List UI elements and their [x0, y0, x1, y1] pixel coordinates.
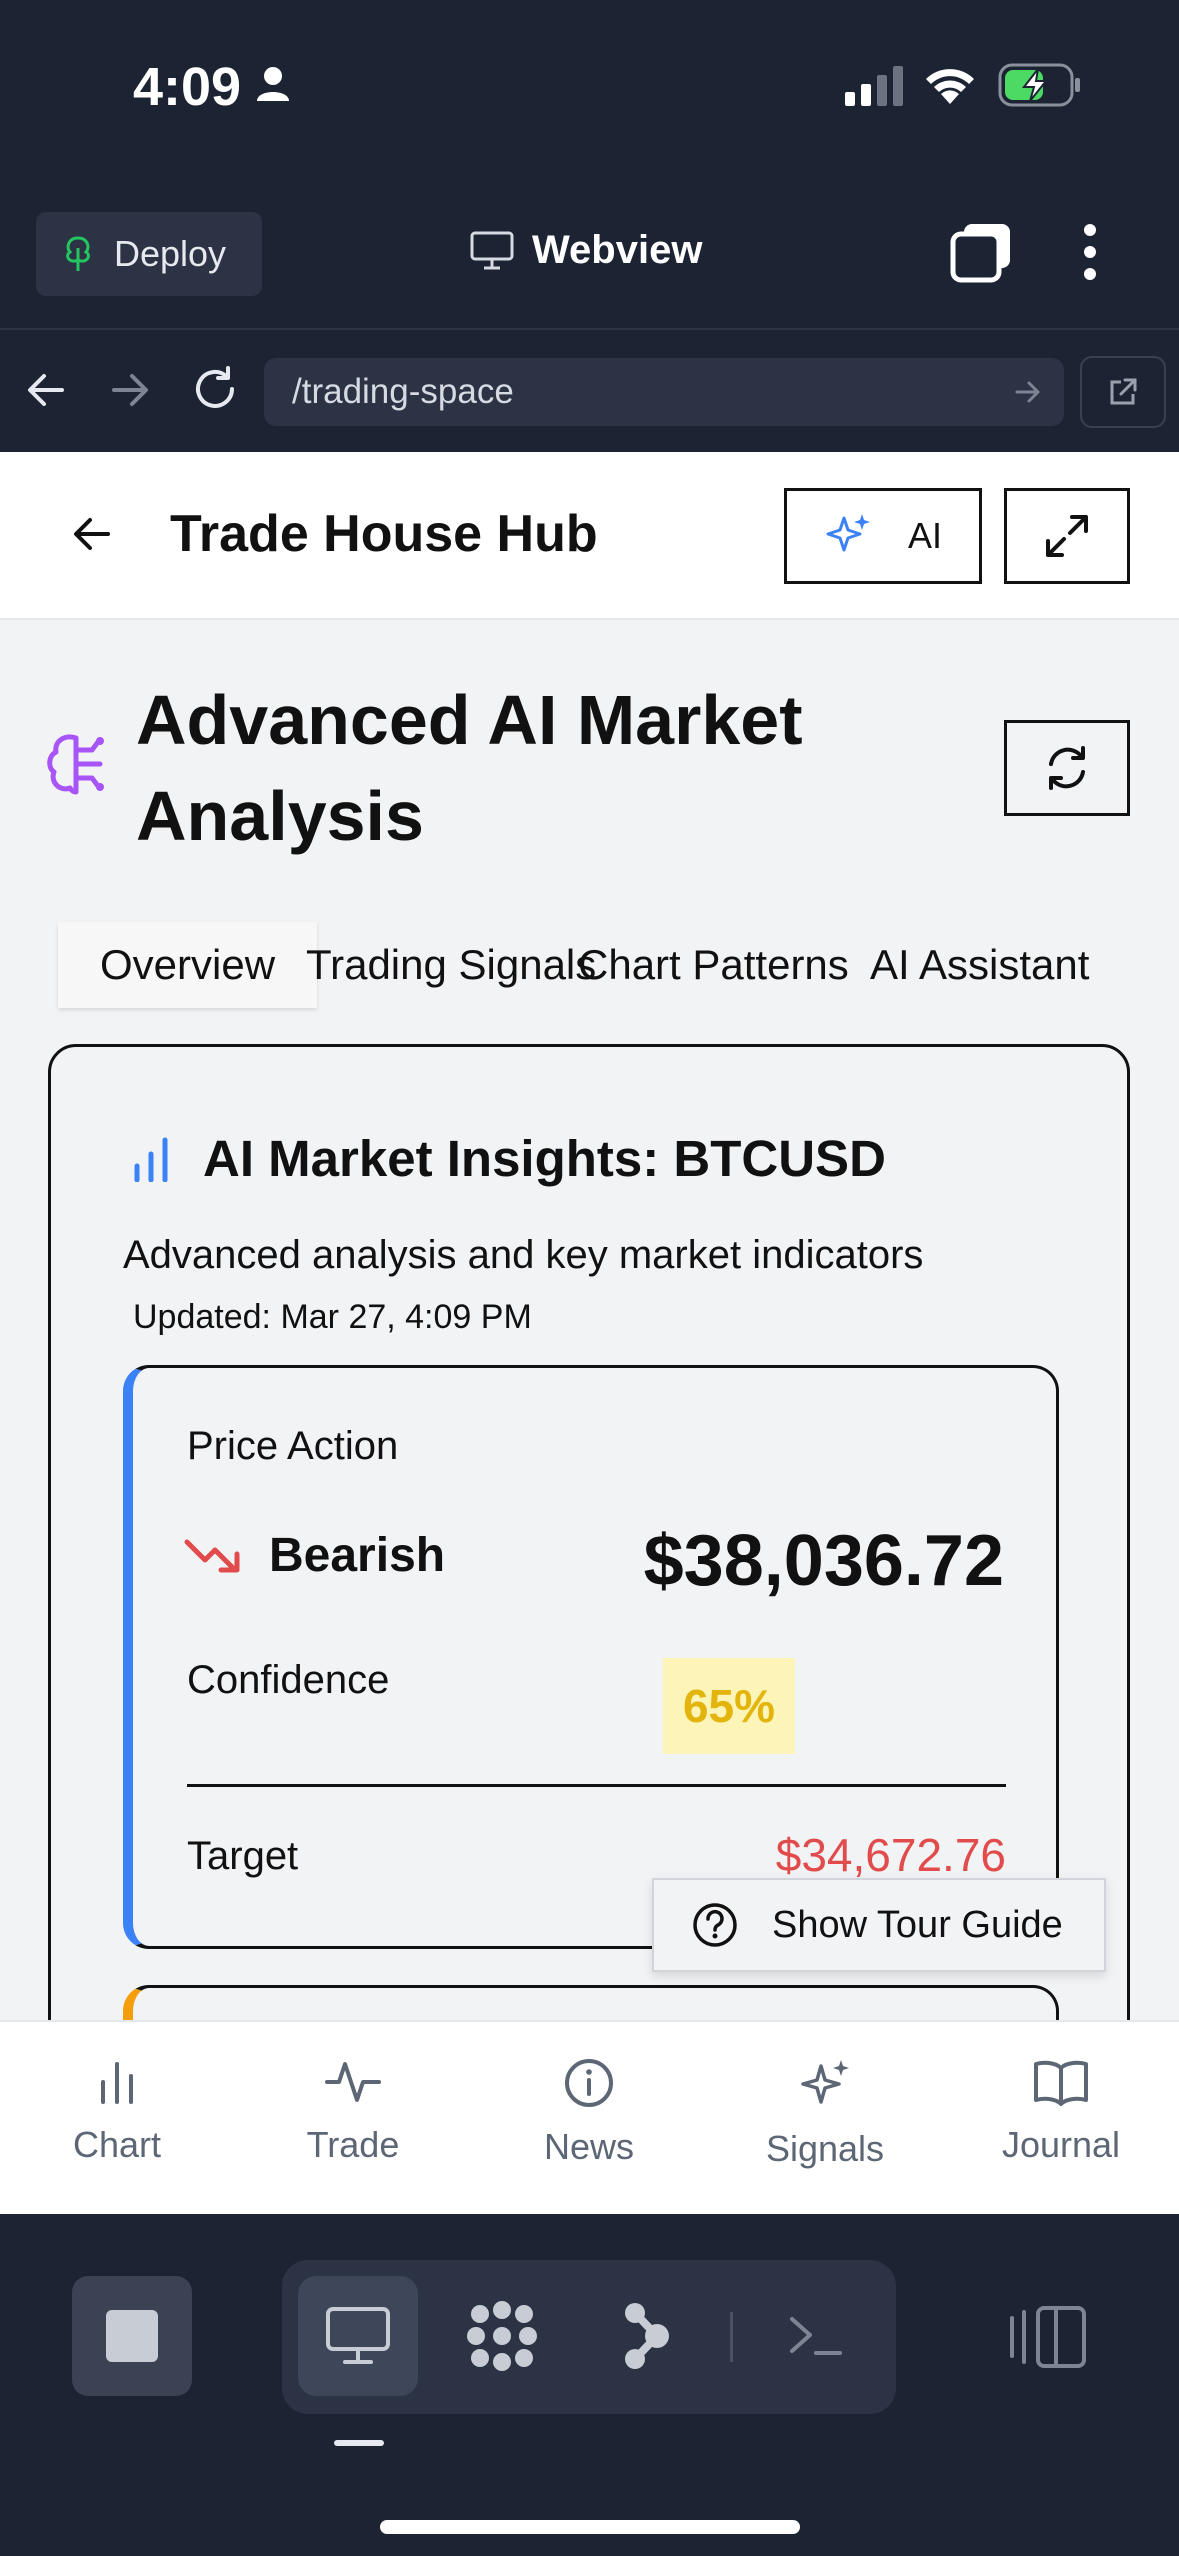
expand-icon	[1046, 515, 1088, 557]
cellular-signal-icon	[845, 66, 903, 106]
status-bar: 4:09	[0, 0, 1179, 180]
insights-title: AI Market Insights: BTCUSD	[203, 1130, 886, 1187]
divider	[187, 1784, 1006, 1787]
info-icon	[565, 2059, 613, 2107]
nav-label-news: News	[543, 2126, 635, 2167]
nav-label-signals: Signals	[765, 2128, 885, 2169]
back-arrow-icon[interactable]	[72, 514, 112, 554]
price-action-card: Price Action Bearish $38,036.72 Confiden…	[123, 1365, 1059, 1949]
current-price: $38,036.72	[643, 1521, 1004, 1601]
refresh-icon	[1049, 746, 1085, 790]
insights-description-block: Advanced analysis and key market indicat…	[123, 1225, 1023, 1347]
bar-chart-icon	[134, 1137, 168, 1182]
nav-item-chart[interactable]: Chart	[17, 2058, 217, 2166]
tab-trading-signals[interactable]: Trading Signals	[306, 941, 597, 988]
nav-item-signals[interactable]: Signals	[725, 2058, 925, 2170]
open-external-button[interactable]	[1080, 356, 1166, 428]
refresh-button[interactable]	[1004, 720, 1130, 816]
reload-icon[interactable]	[192, 366, 238, 412]
agent-icon	[625, 2303, 669, 2369]
terminal-icon	[790, 2317, 842, 2355]
deploy-button[interactable]: Deploy	[36, 212, 262, 296]
target-price: $34,672.76	[775, 1829, 1006, 1881]
price-action-label: Price Action	[187, 1424, 399, 1468]
nav-item-news[interactable]: News	[489, 2058, 689, 2168]
side-panel-icon[interactable]	[1006, 2304, 1090, 2370]
trend-label: Bearish	[269, 1529, 446, 1582]
tool-switcher	[282, 2260, 896, 2414]
app-header: Trade House Hub AI	[0, 452, 1179, 620]
url-input[interactable]: /trading-space	[264, 358, 1064, 426]
browser-forward-icon[interactable]	[110, 370, 150, 410]
monitor-icon	[326, 2307, 390, 2364]
sparkles-icon	[826, 514, 870, 552]
nav-label-chart: Chart	[72, 2124, 162, 2165]
insights-card: AI Market Insights: BTCUSD Advanced anal…	[48, 1044, 1130, 2020]
terminal-tool-button[interactable]	[756, 2276, 876, 2396]
tab-ai-assistant[interactable]: AI Assistant	[870, 941, 1090, 988]
fullscreen-button[interactable]	[1004, 488, 1130, 584]
bar-chart-icon	[101, 2062, 133, 2104]
nav-label-trade: Trade	[306, 2124, 400, 2165]
main-content: Advanced AI Market Analysis Overview Tra…	[0, 620, 1179, 2020]
nav-item-journal[interactable]: Journal	[961, 2058, 1161, 2166]
top-bar: Deploy Webview	[0, 180, 1179, 330]
bottom-nav: Chart Trade News Signals Journal	[0, 2020, 1179, 2214]
url-bar: /trading-space	[0, 332, 1179, 452]
stop-button[interactable]	[72, 2276, 192, 2396]
insights-description: Advanced analysis and key market indicat…	[123, 1233, 924, 1277]
confidence-label: Confidence	[187, 1658, 390, 1702]
tool-separator	[730, 2312, 733, 2362]
webview-title: Webview	[470, 228, 702, 273]
ai-button[interactable]: AI	[784, 488, 982, 584]
tour-guide-label: Show Tour Guide	[772, 1903, 1063, 1946]
trending-down-icon	[184, 1539, 240, 1572]
app-grid-icon	[467, 2301, 537, 2371]
confidence-badge: 65%	[663, 1658, 795, 1754]
url-text: /trading-space	[292, 372, 514, 411]
next-insight-card	[123, 1985, 1059, 2020]
tabs-switcher-icon[interactable]	[950, 222, 1014, 284]
battery-charging-icon	[998, 63, 1080, 107]
ide-dock	[0, 2214, 1179, 2556]
help-circle-icon	[693, 1903, 737, 1947]
target-label: Target	[187, 1834, 299, 1878]
activity-icon	[325, 2062, 381, 2102]
app-title: Trade House Hub	[170, 505, 598, 563]
insights-header: AI Market Insights: BTCUSD	[131, 1129, 886, 1188]
book-icon	[1034, 2060, 1088, 2106]
webview-tool-button[interactable]	[298, 2276, 418, 2396]
trend-row: Bearish	[183, 1528, 445, 1583]
external-link-icon	[1110, 378, 1137, 405]
status-time: 4:09	[133, 57, 242, 117]
nav-item-trade[interactable]: Trade	[253, 2058, 453, 2166]
tree-icon	[66, 236, 90, 271]
webview-label: Webview	[532, 228, 703, 272]
person-icon	[257, 67, 289, 101]
monitor-icon	[470, 231, 514, 269]
tour-guide-button[interactable]: Show Tour Guide	[652, 1878, 1106, 1972]
nav-label-journal: Journal	[1001, 2124, 1121, 2165]
apps-tool-button[interactable]	[442, 2276, 562, 2396]
go-arrow-icon[interactable]	[1014, 378, 1042, 406]
browser-back-icon[interactable]	[26, 370, 66, 410]
tab-overview[interactable]: Overview	[58, 922, 318, 1008]
deploy-label: Deploy	[114, 233, 227, 274]
tab-chart-patterns[interactable]: Chart Patterns	[578, 941, 849, 988]
home-indicator[interactable]	[380, 2520, 800, 2534]
page-title: Advanced AI Market Analysis	[136, 681, 803, 855]
more-menu-icon[interactable]	[1080, 224, 1100, 280]
wifi-icon	[926, 69, 974, 104]
ai-label: AI	[907, 515, 942, 556]
sparkles-icon	[801, 2060, 849, 2104]
active-tool-indicator	[334, 2440, 384, 2446]
updated-timestamp: Updated: Mar 27, 4:09 PM	[133, 1298, 532, 1336]
brain-icon	[47, 734, 104, 795]
stop-icon	[106, 2310, 158, 2362]
analysis-tabs: Overview Trading Signals Chart Patterns …	[58, 922, 1138, 1008]
agent-tool-button[interactable]	[586, 2276, 706, 2396]
